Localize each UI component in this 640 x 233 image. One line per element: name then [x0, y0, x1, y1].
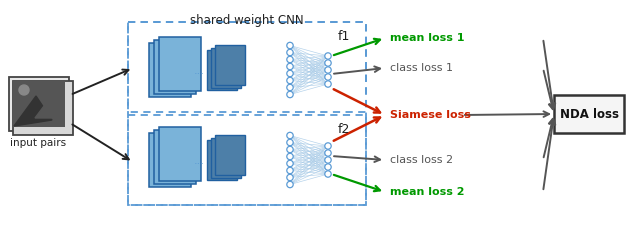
Text: input pairs: input pairs — [10, 138, 66, 148]
Bar — [211, 137, 241, 178]
Bar — [128, 22, 366, 205]
Circle shape — [287, 139, 293, 146]
Bar — [215, 45, 245, 85]
Circle shape — [325, 157, 332, 163]
Text: ...: ... — [193, 156, 204, 166]
Circle shape — [325, 164, 332, 170]
Text: class loss 2: class loss 2 — [390, 155, 453, 165]
Text: shared weight CNN: shared weight CNN — [190, 14, 304, 27]
Circle shape — [287, 42, 293, 49]
Text: f1: f1 — [338, 30, 350, 43]
Bar — [207, 140, 237, 180]
Bar — [215, 135, 245, 175]
Circle shape — [287, 63, 293, 70]
Bar — [554, 95, 624, 133]
Circle shape — [287, 77, 293, 84]
Bar — [159, 37, 201, 91]
Bar — [159, 127, 201, 181]
Polygon shape — [35, 98, 64, 118]
Circle shape — [325, 81, 332, 87]
Text: NDA loss: NDA loss — [559, 107, 618, 120]
Text: class loss 1: class loss 1 — [390, 63, 453, 73]
Circle shape — [287, 132, 293, 139]
Bar — [149, 133, 191, 187]
Bar — [128, 22, 366, 112]
Circle shape — [325, 74, 332, 80]
Circle shape — [287, 181, 293, 188]
FancyBboxPatch shape — [13, 81, 73, 135]
Bar — [128, 115, 366, 205]
Text: Siamese loss: Siamese loss — [390, 110, 471, 120]
Bar — [207, 50, 237, 90]
Circle shape — [325, 150, 332, 156]
Circle shape — [287, 146, 293, 153]
Text: mean loss 2: mean loss 2 — [390, 187, 465, 197]
Circle shape — [287, 49, 293, 56]
Circle shape — [325, 67, 332, 73]
Text: f2: f2 — [338, 123, 350, 136]
Circle shape — [287, 174, 293, 181]
Bar — [149, 43, 191, 97]
Bar — [154, 40, 196, 94]
Circle shape — [287, 56, 293, 63]
Circle shape — [325, 171, 332, 177]
Circle shape — [287, 153, 293, 160]
Polygon shape — [14, 96, 52, 126]
Text: ...: ... — [193, 66, 204, 76]
Circle shape — [325, 53, 332, 59]
Circle shape — [325, 143, 332, 149]
Bar — [154, 130, 196, 184]
FancyBboxPatch shape — [9, 77, 69, 131]
Circle shape — [287, 84, 293, 91]
Circle shape — [287, 91, 293, 98]
Text: mean loss 1: mean loss 1 — [390, 33, 465, 43]
Circle shape — [287, 167, 293, 174]
Circle shape — [287, 70, 293, 77]
Bar — [13, 81, 65, 127]
Circle shape — [287, 160, 293, 167]
Circle shape — [325, 60, 332, 66]
Bar — [211, 48, 241, 88]
Circle shape — [19, 85, 29, 95]
